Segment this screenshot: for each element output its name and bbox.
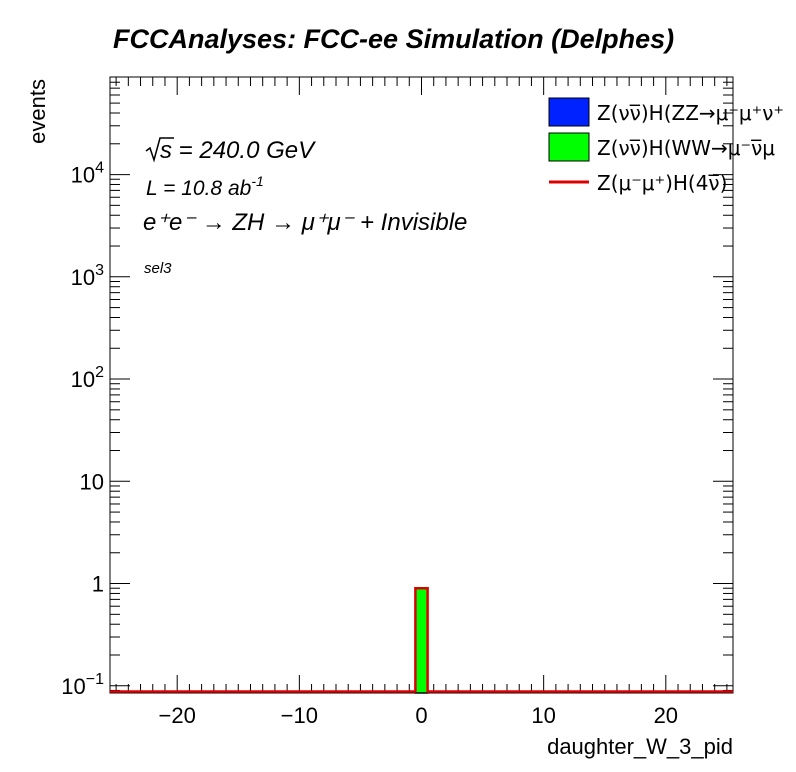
process-annotation: e⁺e⁻ → ZH → μ⁺μ⁻ + Invisible	[143, 209, 467, 236]
x-tick-label: 20	[654, 703, 678, 728]
y-tick-label: 10	[80, 469, 104, 494]
y-axis-label: events	[25, 79, 50, 144]
sqrt-s-annotation: s = 240.0 GeV	[145, 137, 316, 164]
y-tick-label: 104	[71, 160, 104, 188]
legend-label: Z(νν̅)H(WW→μ⁻ν̅μ	[597, 136, 775, 160]
y-axis: 10−1 1 10 102 103 104	[61, 76, 733, 699]
x-axis: −20 −10 0 10 20	[115, 77, 728, 728]
luminosity-annotation: L = 10.8 ab-1	[146, 173, 264, 200]
legend-label: Z(μ⁻μ⁺)H(4ν̅)	[597, 171, 727, 195]
chart-title: FCCAnalyses: FCC-ee Simulation (Delphes)	[113, 24, 674, 54]
x-axis-label: daughter_W_3_pid	[547, 734, 733, 759]
histogram-bar	[414, 587, 429, 694]
x-tick-label: −20	[159, 703, 196, 728]
y-tick-label: 103	[71, 262, 104, 290]
legend-swatch	[548, 132, 590, 162]
selection-annotation: sel3	[144, 260, 172, 277]
x-tick-label: 0	[415, 703, 427, 728]
x-tick-label: −10	[281, 703, 318, 728]
svg-text:s = 240.0 GeV: s = 240.0 GeV	[160, 137, 316, 164]
energy-text: = 240.0 GeV	[172, 137, 316, 164]
legend-label: Z(νν̅)H(ZZ→μ⁻μ⁺ν⁺	[597, 101, 784, 125]
sqrt-s-variable: s	[160, 137, 172, 164]
sqrt-symbol	[145, 137, 174, 163]
x-tick-label: 10	[531, 703, 555, 728]
y-tick-label: 1	[92, 572, 104, 597]
luminosity-text: L = 10.8 ab	[146, 177, 252, 200]
legend: Z(νν̅)H(ZZ→μ⁻μ⁺ν⁺ Z(νν̅)H(WW→μ⁻ν̅μ Z(μ⁻μ⁺)…	[548, 97, 784, 195]
legend-swatch	[548, 97, 590, 127]
total-outline-line	[110, 586, 733, 693]
y-tick-label: 102	[71, 364, 104, 392]
histogram-bars	[110, 586, 733, 694]
y-tick-label: 10−1	[61, 671, 104, 699]
luminosity-exponent: -1	[251, 173, 263, 189]
